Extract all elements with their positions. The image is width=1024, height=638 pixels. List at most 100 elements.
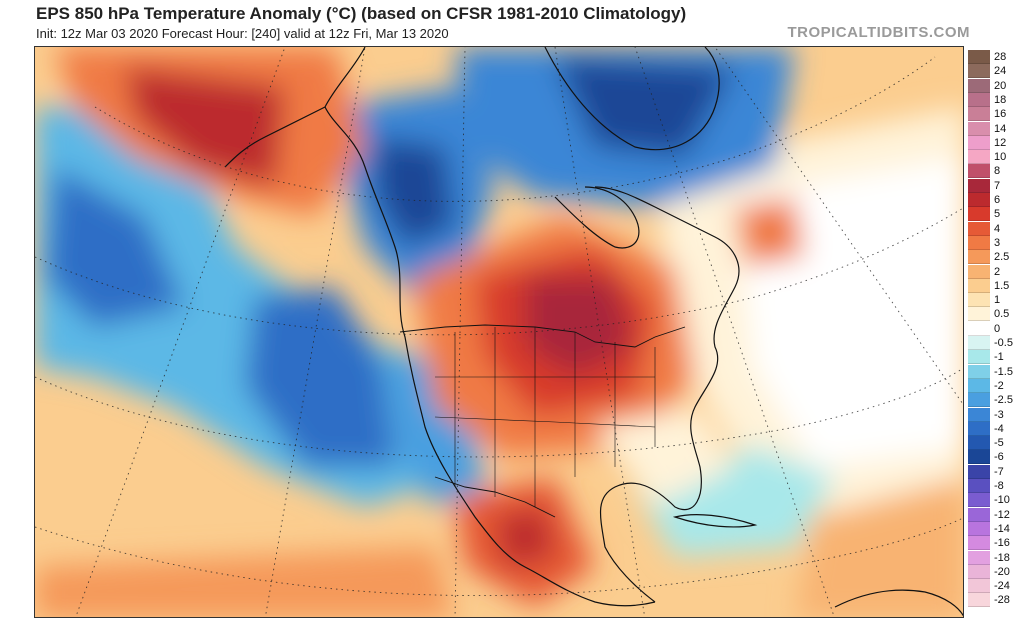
colorbar-label: 1 (994, 294, 1001, 307)
source-watermark: TROPICALTIDBITS.COM (787, 24, 970, 41)
colorbar-legend: 28 24 20 18 16 14 12 10 8 7 6 5 4 3 2.5 2 1.5 1 0.5 0 -0.5 -1… (968, 46, 1024, 618)
colorbar-level: 1.5 (968, 278, 1024, 293)
colorbar-swatch (968, 321, 990, 336)
colorbar-level: -0.5 (968, 336, 1024, 350)
colorbar-swatch (968, 150, 990, 165)
colorbar-label: -4 (994, 422, 1004, 435)
north-pacific-warm-core (125, 67, 285, 187)
tropical-atlantic-warm-region (795, 477, 963, 617)
colorbar-label: -16 (994, 537, 1010, 550)
colorbar-level: 0.5 (968, 307, 1024, 322)
colorbar-label: 1.5 (994, 279, 1010, 292)
meridian-line (454, 47, 466, 617)
colorbar-label: 8 (994, 165, 1001, 178)
colorbar-label: 0 (994, 322, 1001, 335)
colorbar-swatch (968, 378, 990, 393)
colorbar-label: 0.5 (994, 308, 1010, 321)
chart-title: EPS 850 hPa Temperature Anomaly (°C) (ba… (36, 4, 687, 23)
colorbar-level: 28 (968, 50, 1024, 64)
colorbar-label: -7 (994, 465, 1004, 478)
colorbar-level: -1.5 (968, 364, 1024, 379)
southeast-pale-region (595, 407, 735, 507)
colorbar-level: -3 (968, 407, 1024, 422)
colorbar-swatch (968, 579, 990, 594)
parallel-line (94, 56, 936, 202)
colorbar-label: -1 (994, 351, 1004, 364)
north-america-coastline (324, 106, 740, 607)
colorbar-label: -1.5 (994, 365, 1013, 378)
colorbar-level: -7 (968, 464, 1024, 479)
colorbar-label: -8 (994, 480, 1004, 492)
colorbar-level: 2 (968, 264, 1024, 279)
graticule (35, 47, 963, 617)
colorbar-swatch (968, 50, 990, 64)
map-boundaries (224, 47, 963, 617)
colorbar-swatch (968, 293, 990, 308)
colorbar-level: 14 (968, 121, 1024, 136)
colorbar-level: -1 (968, 350, 1024, 365)
colorbar-level: -2.5 (968, 393, 1024, 408)
great-lakes-warm-core (525, 277, 635, 377)
colorbar-swatch (968, 393, 990, 408)
south-pacific-warm-region (35, 547, 455, 617)
colorbar-level: -20 (968, 564, 1024, 579)
colorbar-swatch (968, 407, 990, 422)
colorbar-level: -16 (968, 536, 1024, 551)
colorbar-label: -20 (994, 565, 1010, 578)
colorbar-label: -10 (994, 494, 1010, 507)
colorbar-label: -3 (994, 408, 1004, 421)
greenland-core (555, 57, 735, 157)
colorbar-label: -24 (994, 580, 1010, 593)
colorbar-label: -2 (994, 379, 1004, 392)
atlantic-warm-spot (735, 197, 805, 267)
colorbar-swatch (968, 493, 990, 508)
colorbar-label: 6 (994, 194, 1001, 206)
anomaly-shading (35, 47, 963, 617)
colorbar-swatch (968, 178, 990, 193)
colorbar-label: -6 (994, 451, 1004, 464)
colorbar-label: 24 (994, 65, 1007, 78)
colorbar-swatch (968, 207, 990, 222)
colorbar-swatch (968, 250, 990, 265)
colorbar-level: -6 (968, 450, 1024, 465)
colorbar-swatch (968, 336, 990, 350)
colorbar-swatch (968, 350, 990, 365)
eastern-pacific-core (45, 167, 185, 327)
colorbar-label: 12 (994, 136, 1007, 149)
colorbar-level: 1 (968, 293, 1024, 308)
colorbar-level: -24 (968, 579, 1024, 594)
south-america-coastline (834, 589, 963, 617)
colorbar-label: 2.5 (994, 251, 1010, 264)
mexico-warm-core (495, 507, 555, 567)
colorbar-swatch (968, 121, 990, 136)
colorbar-label: -5 (994, 437, 1004, 450)
colorbar-label: 10 (994, 151, 1007, 164)
colorbar-swatch (968, 221, 990, 236)
colorbar-swatch (968, 264, 990, 279)
forecast-info: Init: 12z Mar 03 2020 Forecast Hour: [24… (36, 26, 449, 41)
meridian-line (634, 47, 835, 617)
colorbar-label: 4 (994, 222, 1001, 235)
colorbar-swatch (968, 421, 990, 436)
colorbar-swatch (968, 521, 990, 536)
colorbar-level: -5 (968, 436, 1024, 451)
state-lines (434, 327, 656, 507)
colorbar-level: -2 (968, 378, 1024, 393)
colorbar-level: -14 (968, 521, 1024, 536)
cuba-outline (672, 514, 758, 528)
colorbar-label: 3 (994, 236, 1001, 249)
colorbar-level: 10 (968, 150, 1024, 165)
colorbar-level: 5 (968, 207, 1024, 222)
colorbar-label: -2.5 (994, 394, 1013, 407)
anomaly-map (34, 46, 964, 618)
colorbar-label: 7 (994, 179, 1001, 192)
anomaly-map-canvas (35, 47, 963, 617)
colorbar-level: 6 (968, 193, 1024, 207)
colorbar-swatch (968, 78, 990, 93)
colorbar-swatch (968, 107, 990, 122)
colorbar-level: 8 (968, 164, 1024, 179)
pacific-offshore-core (245, 287, 395, 467)
colorbar-label: 28 (994, 51, 1007, 63)
colorbar-label: -0.5 (994, 337, 1013, 349)
colorbar-label: -28 (994, 594, 1010, 607)
